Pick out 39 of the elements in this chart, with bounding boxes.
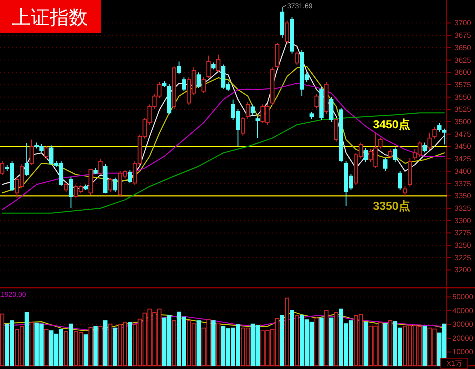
bar: [314, 318, 319, 366]
bar: [295, 315, 300, 366]
bar: [88, 327, 93, 366]
bar: [285, 298, 290, 366]
bar: [388, 320, 393, 366]
ref-line-label: 3450点: [373, 118, 411, 132]
line-series: [2, 66, 446, 194]
bar: [324, 310, 329, 366]
bar: [383, 324, 388, 366]
bar: [30, 322, 34, 366]
bar: [44, 329, 49, 366]
line-series: [2, 82, 446, 210]
bar: [212, 320, 216, 366]
bar: [196, 320, 202, 366]
line-series: [2, 112, 446, 214]
bar: [69, 324, 74, 366]
bar: [329, 318, 334, 366]
bar: [24, 312, 30, 366]
bar: [113, 328, 118, 366]
bar: [422, 326, 428, 366]
ref-line-label: 3350点: [373, 199, 411, 214]
bar: [320, 318, 324, 366]
bar: [84, 334, 88, 366]
bar: [64, 331, 68, 366]
candlestick: [280, 7, 285, 38]
bar: [172, 320, 176, 366]
bar: [216, 322, 221, 366]
bar: [290, 310, 294, 366]
bar: [0, 314, 5, 366]
bar: [103, 320, 108, 366]
bar: [334, 312, 339, 366]
bar: [94, 326, 98, 366]
title: 上证指数: [0, 0, 101, 33]
bar: [128, 322, 132, 366]
chart-title: 上证指数: [12, 8, 88, 29]
bar: [364, 322, 368, 366]
bar: [280, 315, 285, 366]
bar: [108, 324, 113, 366]
bar: [98, 326, 103, 366]
